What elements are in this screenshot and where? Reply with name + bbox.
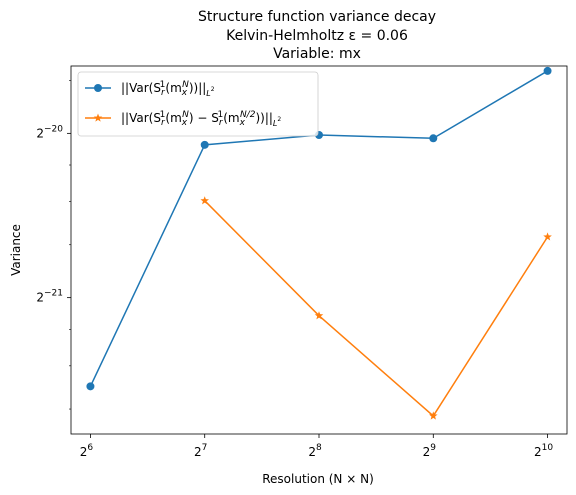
x-tick-exponent: 8 (316, 443, 322, 453)
legend-2-part-m: ))|| (255, 111, 272, 125)
series-1-point (86, 382, 95, 391)
series-2-point (429, 411, 438, 420)
legend-2-part-n: L (273, 119, 277, 128)
x-tick-exponent: 6 (87, 443, 93, 453)
y-tick-label: 2−21 (36, 289, 63, 305)
legend-2-part-k: x (239, 118, 246, 128)
series-1-point (429, 134, 438, 143)
legend-2-part-j: (m (223, 111, 239, 125)
x-tick-base: 2 (423, 445, 431, 459)
x-tick-label: 28 (308, 443, 322, 459)
series-1-point (543, 66, 552, 75)
legend-2-part-e: x (181, 118, 188, 128)
x-tick-label: 27 (194, 443, 207, 459)
legend-2-part-c: 1 (160, 110, 166, 120)
chart-title-line-3: Variable: mx (273, 46, 361, 62)
legend-label-series-2: ||Var(Sr1(mxN) − Sr1(mxN/2))||L2 (121, 110, 281, 128)
x-axis-ticks: 26 27 28 29 210 (80, 434, 553, 459)
legend-1-part-g: ))|| (189, 81, 206, 95)
chart-title-line-1: Structure function variance decay (198, 9, 436, 25)
x-tick-base: 2 (80, 445, 88, 459)
y-tick-base: 2 (36, 291, 44, 305)
x-tick-exponent: 7 (202, 443, 208, 453)
legend-2-part-o: 2 (277, 116, 281, 123)
x-axis-label: Resolution (N × N) (262, 472, 374, 486)
x-tick-exponent: 9 (430, 443, 436, 453)
legend-1-part-i: 2 (211, 86, 215, 93)
legend-1-part-e: x (181, 88, 188, 98)
x-tick-base: 2 (308, 445, 316, 459)
legend-1-part-f: N (182, 80, 189, 90)
legend-2-part-a: ||Var(S (121, 111, 161, 125)
legend-1-part-d: (m (165, 81, 181, 95)
legend-1-part-b: r (161, 88, 166, 98)
y-tick-label: 2−20 (36, 124, 63, 140)
x-tick-label: 26 (80, 443, 94, 459)
series-2-point (314, 311, 324, 320)
legend-2-part-i: 1 (218, 110, 224, 120)
series-2-point (543, 232, 552, 241)
legend-2-part-d: (m (165, 111, 181, 125)
legend-1-part-h: L (206, 89, 210, 98)
series-1-point (200, 140, 209, 149)
series-2-line (204, 200, 549, 418)
legend-marker-series-2 (93, 113, 103, 122)
legend-box (77, 71, 319, 137)
legend-2-part-b: r (161, 118, 166, 128)
x-tick-base: 2 (194, 445, 202, 459)
x-tick-exponent: 10 (542, 443, 554, 453)
y-tick-base: 2 (36, 126, 44, 140)
chart-title-line-2: Kelvin-Helmholtz ε = 0.06 (226, 28, 408, 44)
x-tick-label: 210 (534, 443, 553, 459)
y-tick-exponent: −20 (44, 124, 63, 134)
legend-1-part-c: 1 (160, 80, 166, 90)
series-group (86, 66, 552, 420)
series-2-point (200, 196, 209, 205)
y-tick-exponent: −21 (44, 289, 63, 299)
legend-marker-series-1 (94, 84, 102, 92)
y-axis-ticks: 2−202−21 (36, 80, 71, 410)
x-tick-base: 2 (534, 445, 542, 459)
legend-label-series-1: ||Var(Sr1(mxN))||L2 (121, 80, 215, 98)
x-tick-label: 29 (423, 443, 437, 459)
legend: ||Var(Sr1(mxN))||L2 ||Var(Sr1(mxN) − Sr1… (77, 71, 319, 137)
y-axis-label: Variance (9, 224, 23, 276)
legend-2-part-h: r (219, 118, 224, 128)
legend-2-part-f: N (182, 110, 189, 120)
legend-2-part-l: N/2 (240, 110, 256, 120)
legend-2-part-g: ) − S (189, 111, 219, 125)
legend-1-part-a: ||Var(S (121, 81, 161, 95)
